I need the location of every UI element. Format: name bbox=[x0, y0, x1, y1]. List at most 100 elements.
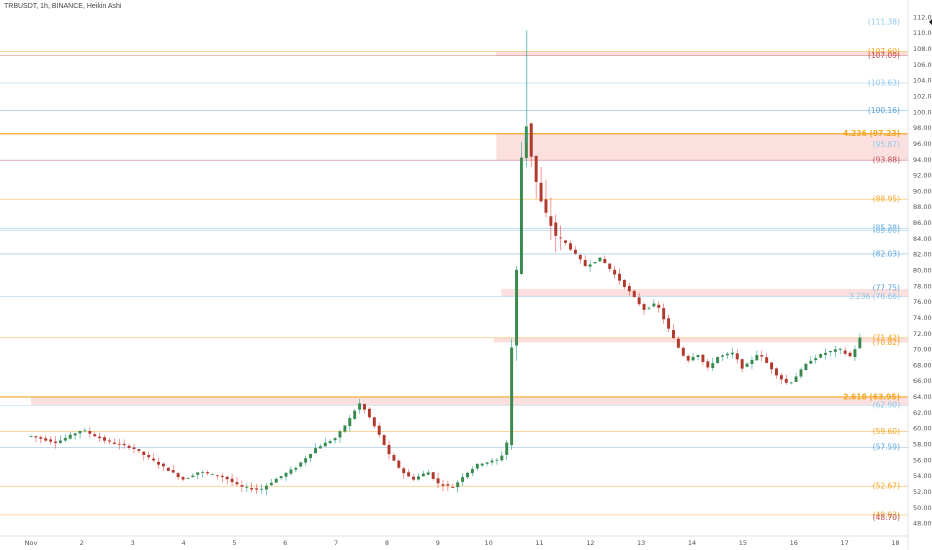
y-axis: 48.00 50.00 52.00 54.00 56.00 58.00 60.00 62.00… bbox=[913, 13, 932, 527]
candle-body bbox=[73, 433, 77, 436]
y-tick-label: 92.00 bbox=[913, 172, 932, 180]
y-tick-label: 52.00 bbox=[913, 488, 932, 496]
candle-body bbox=[220, 475, 224, 478]
candle-body bbox=[721, 355, 725, 357]
candle-body bbox=[559, 237, 563, 239]
candle-body bbox=[534, 155, 538, 182]
candle-body bbox=[372, 417, 376, 427]
candle-body bbox=[794, 376, 798, 382]
candle-body bbox=[681, 347, 685, 356]
candle-body bbox=[29, 435, 33, 437]
candle-body bbox=[284, 472, 288, 477]
x-tick-label: 6 bbox=[283, 539, 287, 547]
candle-body bbox=[833, 349, 837, 352]
y-tick-label: 50.00 bbox=[913, 504, 932, 512]
candle-body bbox=[112, 442, 116, 444]
level-labels: (111.38) (107.60)(107.09) (103.63) (100.16)… bbox=[843, 17, 900, 522]
candle-body bbox=[264, 485, 268, 490]
candle-body bbox=[412, 476, 416, 480]
candle-body bbox=[485, 462, 489, 464]
y-tick-label: 106.00 bbox=[913, 61, 932, 69]
candle-body bbox=[353, 410, 357, 419]
candle-body bbox=[446, 484, 450, 486]
candle-body bbox=[377, 425, 381, 435]
candle-body bbox=[255, 488, 259, 490]
candle-body bbox=[250, 487, 254, 490]
candle-body bbox=[706, 361, 710, 368]
candle-body bbox=[392, 454, 396, 461]
candle-body bbox=[686, 355, 690, 361]
candle-body bbox=[588, 264, 592, 267]
candle-body bbox=[63, 437, 67, 441]
level-label: 2.618 (63.95) bbox=[843, 392, 900, 401]
x-tick-label: 13 bbox=[637, 539, 645, 547]
candle-body bbox=[431, 472, 435, 479]
x-tick-label: 4 bbox=[181, 539, 185, 547]
y-tick-label: 84.00 bbox=[913, 235, 932, 243]
candle-body bbox=[78, 430, 82, 434]
candle-body bbox=[814, 358, 818, 361]
candle-body bbox=[240, 485, 244, 487]
x-axis: Nov 2 3 4 5 6 7 8 9 10 11 12 13 14 15 16 17 18 bbox=[25, 539, 900, 547]
candle-body bbox=[775, 368, 778, 376]
candle-body bbox=[279, 476, 283, 479]
candle-body bbox=[495, 459, 499, 461]
price-marker-icon bbox=[929, 19, 932, 25]
level-label: (107.09) bbox=[868, 51, 900, 60]
y-tick-label: 102.00 bbox=[913, 93, 932, 101]
candle-body bbox=[235, 482, 239, 485]
candle-body bbox=[333, 438, 337, 441]
candle-body bbox=[627, 286, 631, 292]
candle-body bbox=[554, 222, 558, 236]
x-tick-label: 5 bbox=[232, 539, 236, 547]
candle-body bbox=[103, 437, 107, 441]
x-tick-label: 16 bbox=[790, 539, 798, 547]
candle-body bbox=[642, 304, 646, 310]
level-label: (82.03) bbox=[873, 249, 900, 258]
y-tick-label: 64.00 bbox=[913, 393, 932, 401]
y-tick-label: 48.00 bbox=[913, 520, 932, 528]
level-label: (111.38) bbox=[868, 17, 900, 26]
candle-body bbox=[603, 258, 607, 264]
candle-body bbox=[544, 199, 548, 213]
candle-body bbox=[181, 477, 185, 480]
candle-body bbox=[186, 478, 190, 479]
candle-body bbox=[466, 472, 469, 478]
candle-body bbox=[421, 473, 425, 477]
candle-body bbox=[696, 355, 700, 357]
zone bbox=[496, 51, 908, 56]
candle-body bbox=[676, 338, 680, 348]
y-tick-label: 54.00 bbox=[913, 472, 932, 480]
candle-body bbox=[755, 354, 759, 361]
candle-body bbox=[549, 216, 553, 226]
level-label: (93.88) bbox=[873, 156, 900, 165]
level-label: (52.67) bbox=[873, 482, 900, 491]
level-label: (57.59) bbox=[873, 443, 900, 452]
y-tick-label: 80.00 bbox=[913, 267, 932, 275]
candle-body bbox=[819, 354, 823, 358]
candle-body bbox=[691, 356, 695, 361]
y-tick-label: 112.00 bbox=[913, 13, 932, 21]
candle-body bbox=[49, 439, 53, 442]
candle-body bbox=[824, 352, 827, 355]
y-tick-label: 100.00 bbox=[913, 108, 932, 116]
x-tick-label: 2 bbox=[80, 539, 84, 547]
y-tick-label: 60.00 bbox=[913, 425, 932, 433]
candle-body bbox=[613, 269, 617, 275]
y-tick-label: 94.00 bbox=[913, 156, 932, 164]
candle-body bbox=[363, 404, 366, 410]
x-tick-label: Nov bbox=[25, 539, 38, 547]
candle-body bbox=[564, 240, 568, 243]
candle-body bbox=[157, 461, 160, 465]
candle-body bbox=[191, 475, 195, 478]
candle-body bbox=[397, 460, 401, 468]
y-tick-label: 56.00 bbox=[913, 456, 932, 464]
candle-body bbox=[716, 356, 720, 364]
candle-body bbox=[740, 359, 744, 369]
candle-body bbox=[843, 350, 847, 354]
candle-body bbox=[127, 445, 131, 448]
candle-body bbox=[853, 349, 857, 358]
candle-body bbox=[598, 257, 602, 262]
candle-body bbox=[510, 347, 514, 446]
